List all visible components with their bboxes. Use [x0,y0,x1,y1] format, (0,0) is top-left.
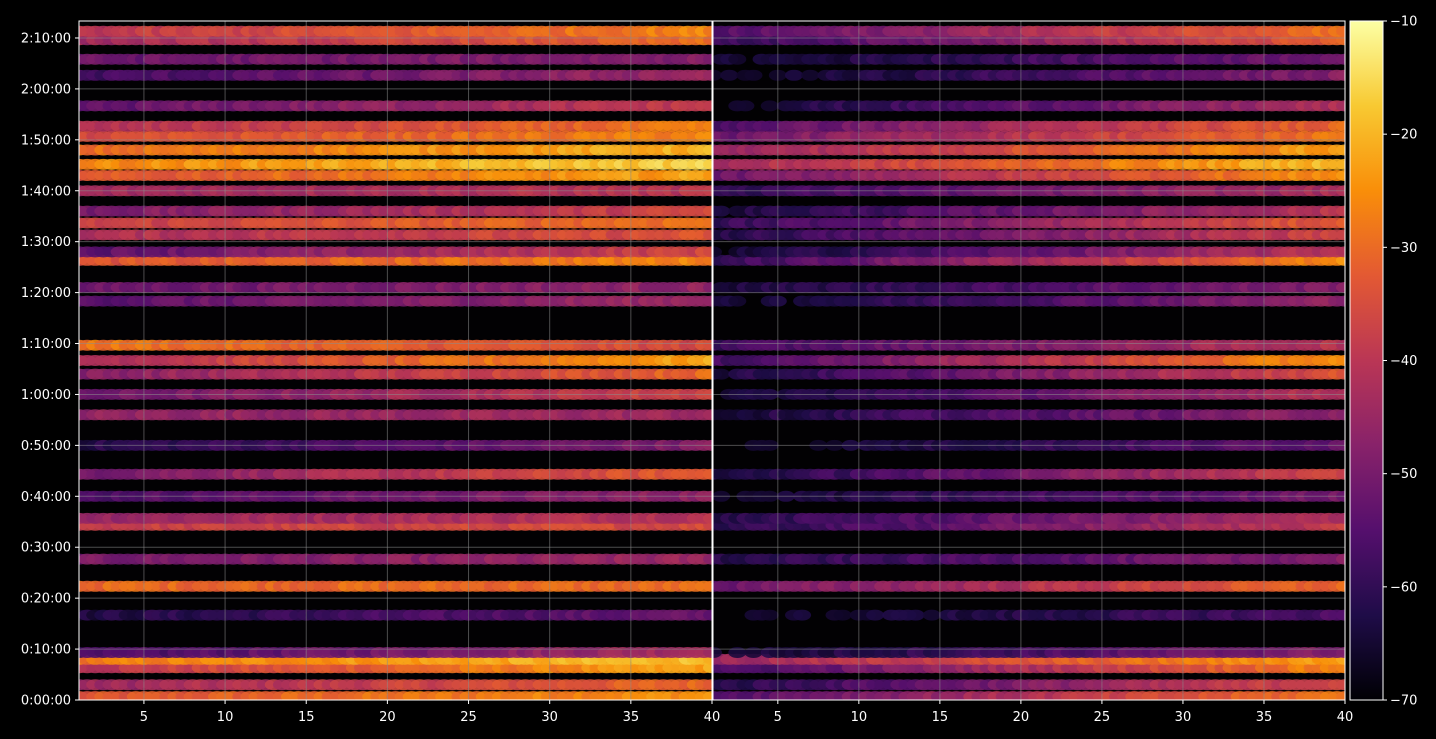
heatmap-cell [833,609,852,621]
heatmap-cell [703,368,712,380]
heatmap-cell [1336,691,1345,700]
heatmap-cell [703,158,712,170]
heatmap-cell [703,679,712,691]
heatmap-cell [703,355,712,366]
heatmap-cell [703,282,712,293]
plot-left [78,20,713,701]
heatmap-cell [1336,662,1345,674]
heatmap-cell [703,130,712,142]
heatmap-cell [793,609,812,621]
heatmap-cell [703,662,712,674]
heatmap-cell [703,339,712,351]
heatmap-cell [703,691,712,700]
heatmap-cell [703,69,712,81]
heatmap-cell [713,647,722,658]
heatmap-cell [1336,217,1345,229]
heatmap-cell [1336,409,1345,421]
heatmap-cell [1336,679,1345,691]
heatmap-cell [1336,339,1345,351]
heatmap-cell [1336,246,1345,258]
heatmap-cell [728,647,747,658]
heatmap-cell [703,217,712,229]
heatmap-cell [1336,254,1345,266]
heatmap-cell [703,609,712,621]
heatmap-cell [703,409,712,421]
heatmap-cell [760,609,779,621]
heatmap-cell [703,647,712,658]
heatmap-cell [1336,553,1345,565]
heatmap-cell [1336,229,1345,241]
heatmap-cell [703,100,712,112]
heatmap-cell [703,254,712,266]
heatmap-cell [703,205,712,217]
heatmap-cell [1336,295,1345,307]
heatmap-cell [703,580,712,592]
heatmap-cell [1336,355,1345,366]
heatmap-cell [703,295,712,307]
heatmap-cell [703,25,712,37]
heatmap-cell [713,368,731,380]
heatmap-cell [703,468,712,480]
heatmap-cell [1336,368,1345,380]
heatmap-cell [1336,512,1345,524]
plot-right [712,20,1346,701]
heatmap-cell [906,609,925,621]
heatmap-cell [1336,205,1345,217]
heatmap-cell [703,53,712,65]
heatmap-cell [703,229,712,241]
heatmap-cell [866,609,885,621]
heatmap-cell [1336,647,1345,658]
heatmap-cell [703,170,712,181]
heatmap-cell [703,553,712,565]
heatmap-cell [1336,609,1345,621]
heatmap-cell [713,205,731,217]
heatmap-cell [713,246,722,258]
heatmap-cell [703,120,712,132]
plot-left-frame [78,20,713,701]
heatmap-cell [703,144,712,156]
heatmap-cell [1336,468,1345,480]
heatmap-cell [1336,282,1345,293]
heatmap-cell [1336,170,1345,181]
heatmap-cell [922,609,941,621]
heatmap-cell [703,246,712,258]
heatmap-cell [744,647,763,658]
heatmap-cell [703,512,712,524]
heatmap-right-marks [713,25,1345,700]
heatmap-cell [703,34,712,46]
heatmap-cell [728,295,747,307]
heatmap-cell [1336,580,1345,592]
